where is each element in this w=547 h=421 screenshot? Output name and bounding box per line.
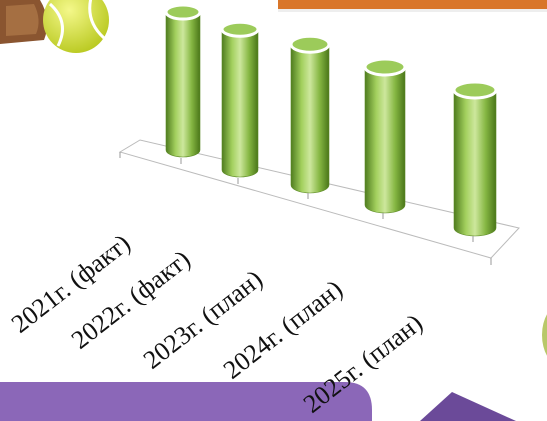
arrow-icon: [420, 392, 516, 421]
bar-top: [452, 80, 498, 100]
bar-body: [221, 28, 259, 178]
tennis-racket-icon: [0, 0, 48, 44]
bar: [289, 34, 331, 194]
bar-body: [364, 66, 406, 214]
bottom-banner: [0, 382, 372, 421]
bar: [220, 20, 260, 178]
bar: [452, 80, 498, 237]
bar-top: [289, 34, 331, 54]
bar-series: [164, 3, 498, 242]
accent-bar-shadow: [278, 9, 547, 12]
chart-floor: [118, 139, 520, 265]
bar-body: [165, 11, 201, 158]
bar-body: [290, 43, 330, 194]
bar: [363, 57, 407, 214]
bar-top: [363, 57, 407, 77]
accent-bar: [278, 0, 547, 9]
side-bubble: [542, 314, 547, 356]
bar-top: [164, 3, 202, 21]
bar-body: [453, 89, 497, 237]
tennis-ball-icon: [43, 0, 109, 53]
bar-top: [220, 20, 260, 38]
bar: [164, 3, 202, 158]
